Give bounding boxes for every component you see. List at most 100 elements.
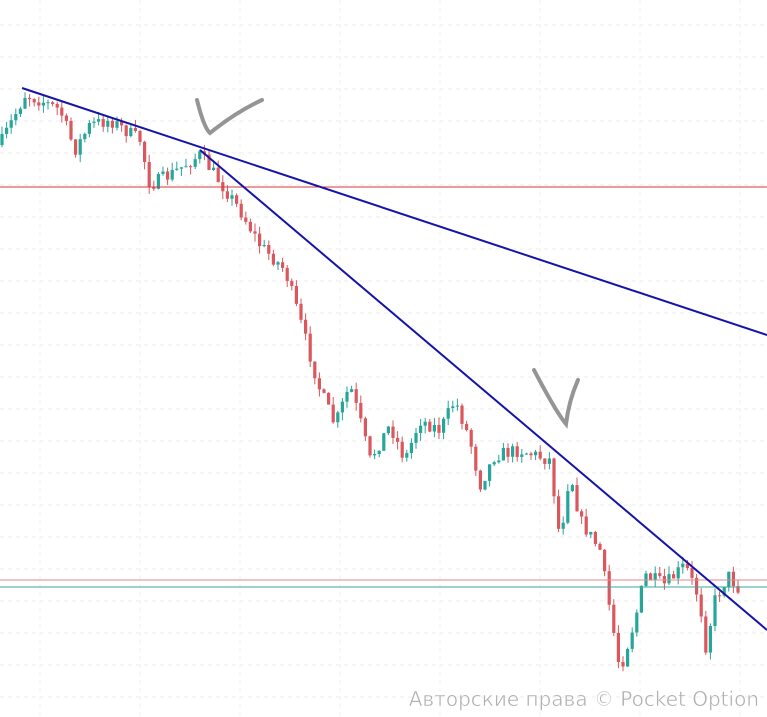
candle-body: [179, 167, 183, 169]
candle-body: [667, 574, 671, 584]
candle-body: [543, 458, 547, 464]
candle-body: [593, 531, 597, 544]
candle-body: [322, 389, 326, 393]
candle-body: [460, 405, 464, 424]
candle-body: [147, 162, 151, 187]
candle-body: [405, 453, 409, 458]
candle-body: [83, 133, 87, 140]
candle-body: [92, 121, 96, 123]
candle-body: [400, 441, 404, 458]
candle-body: [64, 115, 68, 121]
candle-body: [258, 233, 262, 247]
candle-body: [267, 244, 271, 254]
candle-body: [110, 120, 114, 128]
candle-body: [198, 151, 202, 160]
candle-body: [690, 568, 694, 578]
candle-body: [23, 97, 27, 109]
candle-body: [681, 563, 685, 568]
candle-body: [382, 433, 386, 451]
candle-body: [708, 625, 712, 653]
candle-body: [363, 418, 367, 437]
watermark: Авторские права © Pocket Option: [409, 687, 759, 711]
candle-body: [442, 418, 446, 433]
candle-body: [133, 127, 137, 132]
candle-body: [271, 253, 275, 265]
candle-body: [129, 127, 133, 137]
candle-body: [41, 102, 45, 106]
candle-body: [60, 107, 64, 116]
candle-body: [386, 426, 390, 434]
candle-body: [244, 217, 248, 222]
candle-body: [294, 286, 298, 304]
candle-body: [193, 159, 197, 167]
candle-body: [603, 549, 607, 572]
candle-body: [409, 442, 413, 454]
candle-body: [373, 454, 377, 456]
candle-body: [51, 102, 55, 104]
candle-body: [18, 108, 22, 114]
candle-body: [248, 221, 252, 232]
candle-body: [120, 121, 124, 126]
candle-body: [396, 437, 400, 442]
candle-body: [695, 577, 699, 595]
candle-body: [290, 280, 294, 287]
candle-body: [483, 480, 487, 490]
candle-body: [552, 458, 556, 497]
candle-body: [428, 421, 432, 432]
candle-body: [561, 522, 565, 529]
candle-body: [511, 446, 515, 457]
candle-body: [101, 119, 105, 127]
candle-body: [616, 632, 620, 662]
candle-body: [607, 571, 611, 605]
candle-body: [626, 648, 630, 667]
candle-body: [299, 303, 303, 320]
candle-body: [547, 458, 551, 464]
candle-body: [432, 424, 436, 432]
candle-body: [14, 113, 18, 121]
candle-body: [115, 121, 119, 128]
candle-body: [161, 171, 165, 174]
candles: [0, 92, 740, 672]
candle-body: [492, 462, 496, 465]
candle-body: [87, 122, 91, 134]
candle-body: [331, 404, 335, 423]
candle-body: [368, 436, 372, 456]
candle-body: [630, 632, 634, 649]
candle-body: [37, 102, 41, 106]
candle-body: [225, 191, 229, 199]
candle-body: [589, 531, 593, 535]
candle-body: [584, 516, 588, 535]
candle-body: [97, 119, 101, 122]
candle-body: [736, 586, 740, 593]
candle-body: [414, 432, 418, 443]
candle-body: [317, 378, 321, 390]
candle-body: [152, 186, 156, 189]
candle-body: [639, 585, 643, 613]
candle-body: [649, 573, 653, 580]
candle-body: [451, 406, 455, 409]
candle-body: [138, 131, 142, 142]
candle-body: [727, 571, 731, 587]
candle-body: [143, 141, 147, 163]
candle-body: [474, 446, 478, 471]
candle-body: [419, 425, 423, 433]
candle-body: [0, 134, 4, 145]
candle-body: [520, 454, 524, 457]
candle-body: [465, 423, 469, 431]
candle-body: [488, 464, 492, 481]
candle-body: [635, 612, 639, 633]
candle-body: [69, 120, 73, 140]
candle-body: [506, 447, 510, 457]
candle-body: [55, 103, 59, 108]
candle-body: [391, 426, 395, 438]
candle-body: [658, 573, 662, 577]
candle-body: [469, 430, 473, 447]
candle-body: [612, 604, 616, 633]
candle-body: [501, 447, 505, 461]
candle-body: [235, 195, 239, 204]
candle-body: [350, 389, 354, 392]
candle-body: [46, 102, 50, 104]
